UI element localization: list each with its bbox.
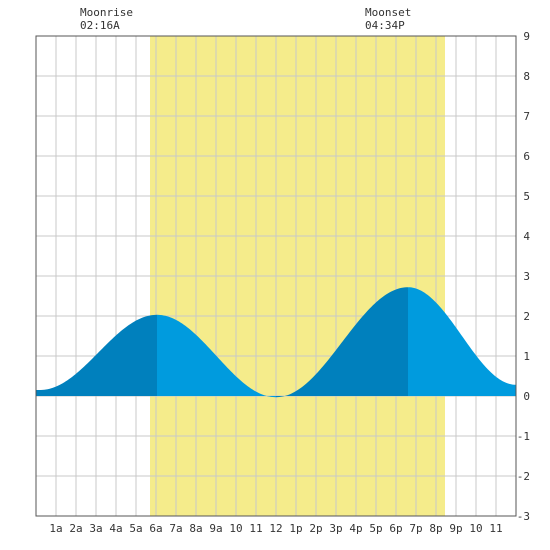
grid-layer [36,35,516,517]
moonrise-time: 02:16A [80,19,120,32]
x-tick-label: 2a [69,522,82,535]
y-tick-label: 0 [523,390,530,403]
y-tick-label: 7 [523,110,530,123]
x-tick-label: 1a [49,522,62,535]
tide-area-falling [408,287,516,396]
x-tick-label: 10 [469,522,482,535]
moonrise-label: Moonrise [80,6,133,19]
x-tick-label: 10 [229,522,242,535]
x-tick-label: 4a [109,522,122,535]
x-tick-label: 4p [349,522,362,535]
y-tick-label: 1 [523,350,530,363]
tide-area-rising [36,314,157,396]
x-tick-label: 5a [129,522,142,535]
x-tick-label: 9a [209,522,222,535]
y-tick-label: 4 [523,230,530,243]
y-tick-label: 5 [523,190,530,203]
x-tick-label: 6a [149,522,162,535]
x-tick-label: 9p [449,522,462,535]
y-tick-label: -1 [517,430,530,443]
y-tick-label: 6 [523,150,530,163]
y-tick-label: 9 [523,30,530,43]
tide-area-layer [36,287,516,398]
x-tick-label: 7p [409,522,422,535]
x-tick-label: 6p [389,522,402,535]
y-tick-labels: -3 -2 -1 0 1 2 3 4 5 6 7 8 9 [517,30,531,523]
x-tick-label: 1p [289,522,302,535]
moonset-time: 04:34P [365,19,405,32]
y-tick-label: 3 [523,270,530,283]
x-tick-label: 3a [89,522,102,535]
y-tick-label: 2 [523,310,530,323]
x-tick-label: 8a [189,522,202,535]
y-tick-label: 8 [523,70,530,83]
x-tick-label: 3p [329,522,342,535]
x-tick-label: 12 [269,522,282,535]
moonrise-annotation: Moonrise 02:16A [80,6,133,32]
tide-area-falling [157,314,276,398]
x-tick-label: 11 [249,522,262,535]
x-tick-label: 7a [169,522,182,535]
moonset-annotation: Moonset 04:34P [365,6,411,32]
tide-area-rising [276,287,408,398]
x-tick-label: 8p [429,522,442,535]
x-tick-label: 5p [369,522,382,535]
plot-border [35,35,517,517]
x-tick-labels: 1a 2a 3a 4a 5a 6a 7a 8a 9a 10 11 12 1p 2p 3p 4p 5p 6p 7p 8p… [49,522,502,535]
x-tick-label: 2p [309,522,322,535]
x-tick-label: 11 [489,522,502,535]
y-tick-label: -3 [517,510,530,523]
moonset-label: Moonset [365,6,412,19]
y-tick-label: -2 [517,470,530,483]
